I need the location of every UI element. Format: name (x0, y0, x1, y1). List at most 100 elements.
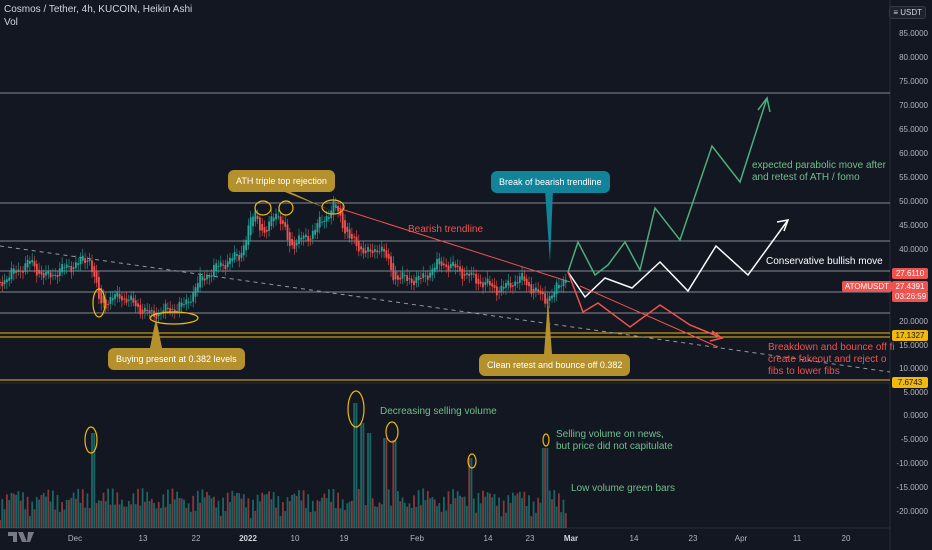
volume-bar (348, 501, 351, 528)
candle-body (466, 272, 468, 275)
candle-body (523, 276, 526, 282)
volume-bar (153, 502, 155, 528)
volume-bar (3, 509, 6, 528)
candle-body (160, 313, 162, 315)
dashed-trendline (0, 245, 891, 373)
symbol-title: Cosmos / Tether, 4h, KUCOIN, Heikin Ashi (4, 4, 193, 15)
volume-bar (111, 488, 114, 528)
volume-bar (560, 512, 563, 528)
candle-body (22, 271, 24, 273)
candle-body (337, 206, 339, 212)
candle-body (1, 282, 4, 287)
candle-body (58, 268, 61, 276)
volume-bar (19, 500, 22, 528)
candle-body (102, 295, 105, 303)
candle-body (445, 264, 448, 267)
volume-bar (109, 504, 112, 528)
candle-body (321, 221, 323, 223)
volume-bar (95, 503, 98, 528)
volume-bar (383, 438, 385, 528)
volume-bar (213, 496, 215, 528)
conservative-note: Conservative bullish move (766, 256, 883, 267)
volume-bar (118, 504, 121, 528)
breakdown-guide-line (579, 285, 719, 348)
candle-body (311, 230, 314, 239)
volume-bar (532, 501, 535, 528)
volume-bar (121, 499, 123, 528)
annotation-circle (254, 200, 272, 216)
volume-bar (277, 496, 280, 528)
candle-body (341, 212, 344, 229)
volume-bar (328, 489, 330, 528)
volume-bar (45, 496, 47, 528)
candle-body (300, 237, 303, 240)
volume-bar (394, 440, 397, 528)
price-tick: 75.0000 (899, 77, 928, 86)
ath-callout[interactable]: ATH triple top rejection (228, 170, 335, 192)
decreasing-volume-note: Decreasing selling volume (380, 406, 497, 417)
time-tick: 11 (792, 534, 802, 543)
break-callout[interactable]: Break of bearish trendline (491, 171, 610, 193)
candle-body (141, 309, 144, 314)
candle-body (475, 273, 477, 284)
candle-body (42, 273, 45, 278)
candle-body (367, 247, 369, 252)
volume-bar (17, 491, 20, 528)
retest-callout[interactable]: Clean retest and bounce off 0.382 (479, 354, 631, 376)
volume-bar (249, 518, 252, 528)
volume-bar (341, 499, 344, 528)
volume-bar (477, 493, 480, 528)
volume-bar (0, 520, 1, 528)
candle-body (406, 275, 408, 282)
candle-body (194, 287, 197, 297)
volume-bar (77, 488, 80, 528)
volume-bar (406, 506, 408, 528)
volume-bar (438, 503, 441, 528)
buying-callout[interactable]: Buying present at 0.382 levels (108, 348, 245, 370)
candle-body (424, 275, 427, 277)
candle-body (307, 235, 310, 242)
annotation-circle (278, 200, 294, 216)
volume-bar (134, 504, 137, 528)
candle-body (121, 296, 123, 301)
volume-bar (6, 494, 8, 528)
volume-bar (399, 501, 402, 528)
candle-body (77, 263, 80, 266)
volume-bar (148, 501, 151, 528)
volume-bar (548, 490, 551, 528)
candle-body (500, 285, 503, 292)
candle-body (213, 265, 215, 277)
volume-bar (224, 510, 227, 528)
level-lower-label: 7.6743 (892, 377, 928, 388)
high-price-label: 27.6110 (892, 268, 928, 279)
candle-body (328, 217, 330, 219)
candle-body (8, 277, 11, 281)
volume-bar (514, 495, 517, 528)
volume-bar (502, 500, 505, 528)
volume-bar (323, 493, 326, 528)
volume-bar (75, 498, 77, 528)
candle-body (459, 266, 461, 271)
volume-bar (256, 494, 259, 528)
break-callout-pointer (545, 190, 553, 262)
candle-body (63, 267, 66, 269)
level-upper-label: 17.1327 (892, 330, 928, 341)
volume-bar (367, 433, 369, 528)
candle-body (535, 287, 537, 291)
volume-bar (275, 507, 277, 528)
volume-bar (564, 513, 567, 528)
candle-body (178, 302, 181, 312)
candle-body (217, 266, 220, 268)
volume-bar (242, 494, 245, 528)
volume-bar (146, 491, 149, 528)
candle-body (360, 246, 362, 250)
candle-body (52, 275, 54, 277)
currency-button[interactable]: ≡ USDT (889, 6, 926, 19)
candle-body (70, 266, 73, 273)
volume-bar (132, 493, 135, 528)
ath-callout-pointer (280, 190, 330, 210)
time-tick: Dec (67, 534, 83, 543)
candle-body (229, 257, 231, 265)
